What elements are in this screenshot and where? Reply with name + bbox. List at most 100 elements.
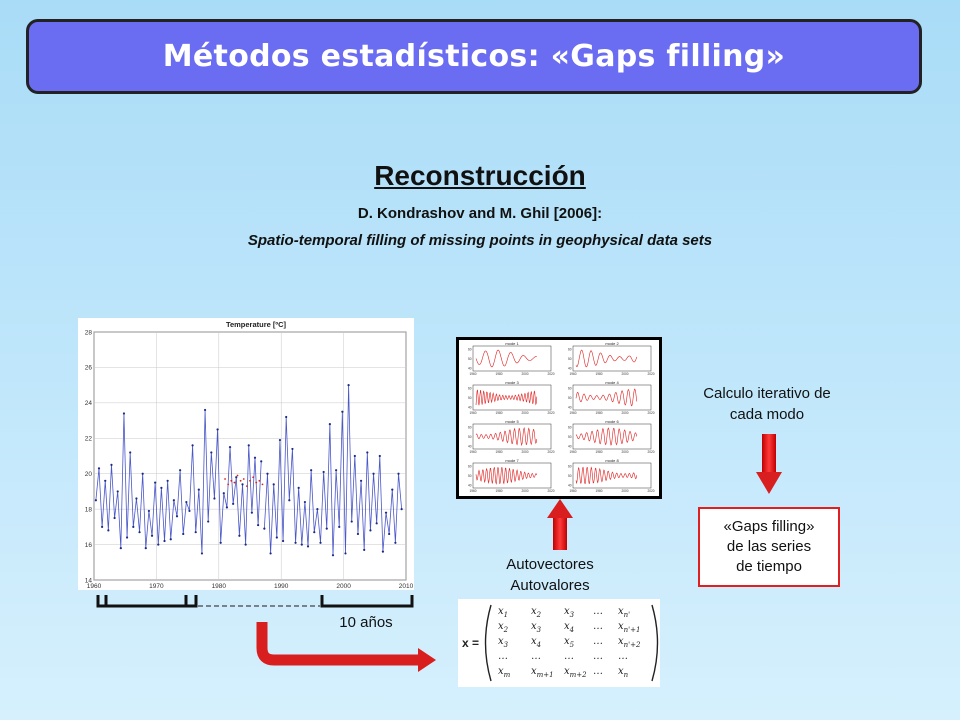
x-tick-label: 1980 bbox=[212, 583, 227, 590]
temperature-point bbox=[138, 531, 141, 534]
temperature-point bbox=[347, 384, 350, 387]
matrix-cell: … bbox=[531, 651, 541, 662]
iterative-calc-label: Calculo iterativo de cada modo bbox=[662, 383, 872, 425]
gap-filled-point bbox=[227, 483, 230, 486]
mode-x-tick: 2000 bbox=[621, 489, 628, 493]
reference-paper-title: Spatio-temporal filling of missing point… bbox=[247, 232, 713, 249]
mode-y-tick: 60 bbox=[568, 425, 572, 429]
matrix-cell: x3 bbox=[564, 606, 575, 619]
temperature-point bbox=[150, 534, 154, 537]
temperature-point bbox=[285, 415, 288, 419]
mode-y-tick: 60 bbox=[468, 386, 472, 390]
temperature-point bbox=[179, 469, 182, 472]
iter-arrow-shaft bbox=[762, 434, 776, 472]
mode-y-tick: 50 bbox=[468, 396, 472, 400]
temperature-point bbox=[244, 543, 247, 546]
mode-y-tick: 40 bbox=[568, 366, 572, 370]
matrix-cell: xn'+1 bbox=[618, 621, 640, 634]
temperature-point bbox=[144, 547, 147, 550]
iterative-calc-line2: cada modo bbox=[729, 406, 805, 423]
y-tick-label: 20 bbox=[85, 471, 93, 478]
temperature-point bbox=[275, 536, 278, 539]
temperature-point bbox=[132, 525, 135, 528]
temperature-point bbox=[310, 469, 313, 472]
x-tick-label: 1960 bbox=[87, 583, 102, 590]
mode-x-tick: 1980 bbox=[595, 372, 602, 376]
y-tick-label: 28 bbox=[85, 329, 93, 336]
mode-waveform bbox=[475, 426, 538, 447]
matrix-cell: … bbox=[593, 651, 603, 662]
temperature-point bbox=[238, 534, 241, 537]
temperature-point bbox=[166, 479, 169, 482]
mode-y-tick: 50 bbox=[468, 435, 472, 439]
matrix-cell: xm+1 bbox=[531, 666, 554, 679]
temperature-point bbox=[281, 539, 285, 543]
temperature-point bbox=[260, 460, 263, 463]
mode-x-tick: 1960 bbox=[569, 372, 576, 376]
temperature-point bbox=[104, 479, 107, 482]
temperature-point bbox=[172, 499, 175, 502]
mode-y-tick: 50 bbox=[568, 357, 572, 361]
gap-filled-point bbox=[252, 476, 255, 479]
matrix-cell: xn bbox=[618, 666, 629, 679]
gap-filled-point bbox=[224, 478, 226, 480]
y-tick-label: 18 bbox=[85, 506, 93, 513]
left-paren bbox=[484, 604, 492, 682]
temperature-point bbox=[210, 451, 213, 454]
mode-title: mode 6 bbox=[605, 419, 619, 424]
mode-axes bbox=[472, 345, 552, 372]
mode-title: mode 8 bbox=[605, 458, 619, 463]
temperature-point bbox=[303, 500, 307, 504]
temperature-point bbox=[325, 527, 328, 530]
matrix-cell: x3 bbox=[498, 636, 509, 649]
mode-x-tick: 2020 bbox=[547, 450, 554, 454]
mode-y-tick: 50 bbox=[568, 474, 572, 478]
temperature-point bbox=[247, 444, 250, 447]
temperature-point bbox=[375, 522, 378, 525]
y-tick-label: 26 bbox=[85, 365, 93, 372]
mode-title: mode 1 bbox=[505, 341, 519, 346]
matrix-cell: xm+2 bbox=[564, 666, 587, 679]
mode-x-tick: 1960 bbox=[469, 411, 476, 415]
mode-x-tick: 2020 bbox=[547, 411, 554, 415]
gap-filled-point bbox=[261, 483, 264, 486]
y-tick-label: 24 bbox=[85, 400, 93, 407]
matrix-cell: x1 bbox=[498, 606, 508, 619]
temperature-point bbox=[378, 454, 381, 458]
temperature-point bbox=[113, 516, 116, 520]
temperature-point bbox=[278, 438, 282, 442]
temperature-series-line bbox=[95, 409, 262, 554]
temperature-point bbox=[116, 490, 119, 493]
temperature-point bbox=[147, 509, 151, 513]
temperature-point bbox=[225, 506, 229, 509]
window-length-label: 10 años bbox=[339, 614, 393, 631]
title-banner: Métodos estadísticos: «Gaps filling» bbox=[26, 19, 922, 94]
mode-x-tick: 2000 bbox=[521, 372, 528, 376]
matrix-cell: x3 bbox=[531, 621, 542, 634]
eigenvectors-label: Autovectores bbox=[506, 556, 594, 573]
chart-title: Temperature [ºC] bbox=[226, 320, 287, 329]
mode-x-tick: 2020 bbox=[647, 372, 654, 376]
mode-y-tick: 50 bbox=[568, 435, 572, 439]
matrix-cell: … bbox=[593, 666, 603, 677]
mode-waveform bbox=[475, 349, 537, 368]
matrix-cell: x2 bbox=[531, 606, 542, 619]
mode-y-tick: 40 bbox=[468, 444, 472, 448]
mode-y-tick: 40 bbox=[568, 483, 572, 487]
matrix-cell: … bbox=[593, 606, 603, 617]
eigen-label: Autovectores Autovalores bbox=[480, 554, 620, 596]
temperature-chart: 1960 1970 1980 1990 2000 2010 14 16 18 20 22 24 26 28… bbox=[85, 320, 414, 590]
temperature-point bbox=[297, 486, 300, 489]
mode-x-tick: 1960 bbox=[469, 450, 476, 454]
eigen-arrow-head bbox=[547, 499, 573, 518]
mode-axes bbox=[572, 423, 652, 450]
mode-title: mode 4 bbox=[605, 380, 619, 385]
temperature-point bbox=[328, 423, 331, 426]
temperature-point bbox=[94, 499, 97, 502]
matrix-cell: … bbox=[593, 636, 603, 647]
mode-y-tick: 60 bbox=[468, 464, 472, 468]
mode-x-tick: 1980 bbox=[495, 411, 502, 415]
temperature-point bbox=[363, 548, 366, 551]
temperature-point bbox=[154, 481, 157, 484]
temperature-point bbox=[253, 456, 257, 459]
